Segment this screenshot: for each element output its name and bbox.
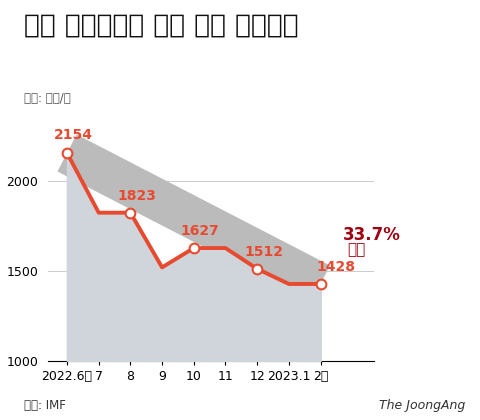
Text: 국제 해바라기유 가격 변화 살펴보니: 국제 해바라기유 가격 변화 살펴보니 <box>24 13 299 39</box>
Text: 1512: 1512 <box>244 245 283 259</box>
Text: 1627: 1627 <box>181 224 219 238</box>
Text: 33.7%: 33.7% <box>343 226 401 244</box>
Text: 2154: 2154 <box>54 128 93 142</box>
Text: 하락: 하락 <box>348 242 366 257</box>
Text: 1823: 1823 <box>117 189 156 203</box>
Text: 자료: IMF: 자료: IMF <box>24 399 66 412</box>
Text: 단위: 달러/톤: 단위: 달러/톤 <box>24 92 71 105</box>
Text: The JoongAng: The JoongAng <box>379 399 466 412</box>
Text: 1428: 1428 <box>317 260 356 274</box>
